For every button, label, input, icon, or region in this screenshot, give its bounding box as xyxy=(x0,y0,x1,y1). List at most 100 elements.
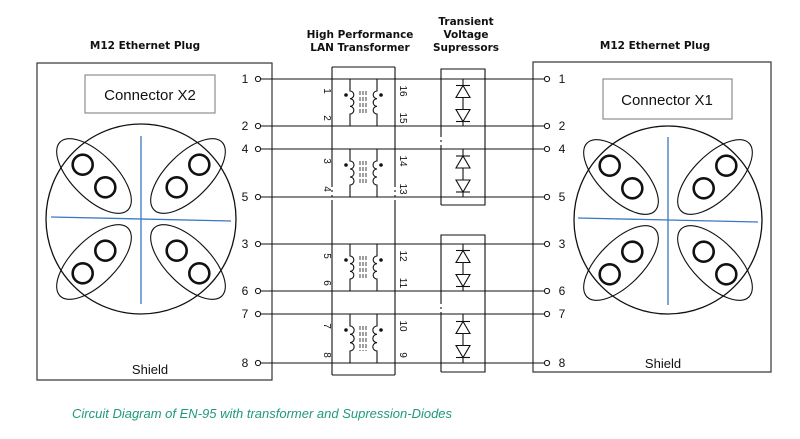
right-connector-face xyxy=(573,125,763,315)
left-label-box xyxy=(84,74,216,114)
left-pin-number: 3 xyxy=(242,237,249,251)
transformer-pin-label: 9 xyxy=(397,352,408,358)
contact-pin xyxy=(621,177,644,200)
left-pin-number: 1 xyxy=(242,72,249,86)
transformer-pin-label: 4 xyxy=(321,186,332,192)
primary-winding xyxy=(332,243,355,292)
wires: 1 12 24 45 53 36 67 78 8 xyxy=(242,72,566,370)
transformer-pin-label: 8 xyxy=(321,352,332,358)
contact-pin xyxy=(692,240,715,263)
right-pin-terminal xyxy=(543,310,551,318)
transformer-pin-label: 6 xyxy=(321,280,332,286)
diode-triangle xyxy=(455,344,471,359)
transformer-pin-label: 11 xyxy=(397,278,408,289)
contact-pair-outline xyxy=(150,224,226,300)
contact-pin xyxy=(598,154,621,177)
contact-pin xyxy=(71,262,94,285)
polarity-dot xyxy=(344,258,348,262)
polarity-dot xyxy=(379,163,383,167)
left-pin-terminal xyxy=(254,240,262,248)
primary-winding xyxy=(332,148,355,198)
contact-pair-outline xyxy=(56,224,132,300)
left-pin-terminal xyxy=(254,145,262,153)
contact-pin xyxy=(598,263,621,286)
right-connector-label: Connector X1 xyxy=(621,92,713,109)
right-pin-number: 7 xyxy=(559,307,566,321)
left-pin-number: 6 xyxy=(242,284,249,298)
left-plug-title: M12 Ethernet Plug xyxy=(90,40,200,52)
connector-outline xyxy=(573,125,763,315)
right-plug-title: M12 Ethernet Plug xyxy=(600,40,710,52)
transformer-pin-label: 2 xyxy=(321,115,332,121)
right-pin-number: 4 xyxy=(559,142,566,156)
right-pin-terminal xyxy=(543,359,551,367)
diode-triangle xyxy=(455,249,471,264)
right-pin-terminal xyxy=(543,122,551,130)
left-pin-terminal xyxy=(254,75,262,83)
left-connector: Connector X2 Shield xyxy=(36,62,273,381)
transformer-pin-label: 5 xyxy=(321,253,332,259)
contact-pin xyxy=(692,177,715,200)
left-pin-terminal xyxy=(254,287,262,295)
diode-triangle xyxy=(455,108,471,123)
diode-triangle xyxy=(455,320,471,335)
right-pin-number: 2 xyxy=(559,119,566,133)
polarity-dot xyxy=(344,328,348,332)
left-pin-number: 4 xyxy=(242,142,249,156)
contact-pin xyxy=(715,154,738,177)
left-plug-frame xyxy=(36,62,273,381)
transformer-pin-label: 7 xyxy=(321,323,332,329)
contact-pin xyxy=(165,176,188,199)
transformer-pin-label: 12 xyxy=(397,250,408,262)
contact-pin xyxy=(715,263,738,286)
contact-pair-outline xyxy=(583,139,659,215)
right-label-box xyxy=(602,78,733,120)
diode-triangle xyxy=(455,179,471,194)
polarity-dot xyxy=(344,93,348,97)
right-pin-number: 6 xyxy=(559,284,566,298)
polarity-dot xyxy=(344,163,348,167)
connector-outline xyxy=(45,123,237,315)
contact-pin xyxy=(188,153,211,176)
left-pin-terminal xyxy=(254,193,262,201)
right-pin-number: 5 xyxy=(559,190,566,204)
contact-pair-outline xyxy=(677,225,753,301)
contact-pair-outline xyxy=(677,139,753,215)
tvs-title-1: Transient xyxy=(438,16,493,28)
transformer-pin-label: 1 xyxy=(321,88,332,94)
tvs-title-2: Voltage xyxy=(443,29,488,41)
contact-pin xyxy=(621,240,644,263)
transformer-title-2: LAN Transformer xyxy=(310,42,410,54)
contact-pair-outline xyxy=(583,225,659,301)
contact-pin xyxy=(71,153,94,176)
right-pin-number: 1 xyxy=(559,72,566,86)
tvs-frame xyxy=(440,68,486,206)
diode-triangle xyxy=(455,273,471,288)
secondary-winding xyxy=(372,313,395,364)
right-connector: Connector X1 Shield xyxy=(532,61,772,373)
transformer-pin-label: 16 xyxy=(397,85,408,97)
transformer-pin-label: 14 xyxy=(397,155,408,167)
right-shield-label: Shield xyxy=(645,356,681,371)
transformer-pin-label: 15 xyxy=(397,112,408,124)
right-pin-terminal xyxy=(543,193,551,201)
left-pin-terminal xyxy=(254,359,262,367)
tvs-frame xyxy=(440,234,486,373)
right-pin-terminal xyxy=(543,145,551,153)
contact-pin xyxy=(188,262,211,285)
transformer-title-1: High Performance xyxy=(307,29,414,41)
contact-pin xyxy=(165,239,188,262)
left-shield-label: Shield xyxy=(132,362,168,377)
polarity-dot xyxy=(379,328,383,332)
contact-pair-outline xyxy=(150,138,226,214)
left-pin-terminal xyxy=(254,310,262,318)
contact-pin xyxy=(94,239,117,262)
right-pin-number: 8 xyxy=(559,356,566,370)
left-pin-number: 7 xyxy=(242,307,249,321)
transformer-pin-label: 10 xyxy=(397,320,408,332)
right-plug-frame xyxy=(532,61,772,373)
transformer-frame xyxy=(331,66,396,376)
transformer-pin-label: 13 xyxy=(397,183,408,195)
